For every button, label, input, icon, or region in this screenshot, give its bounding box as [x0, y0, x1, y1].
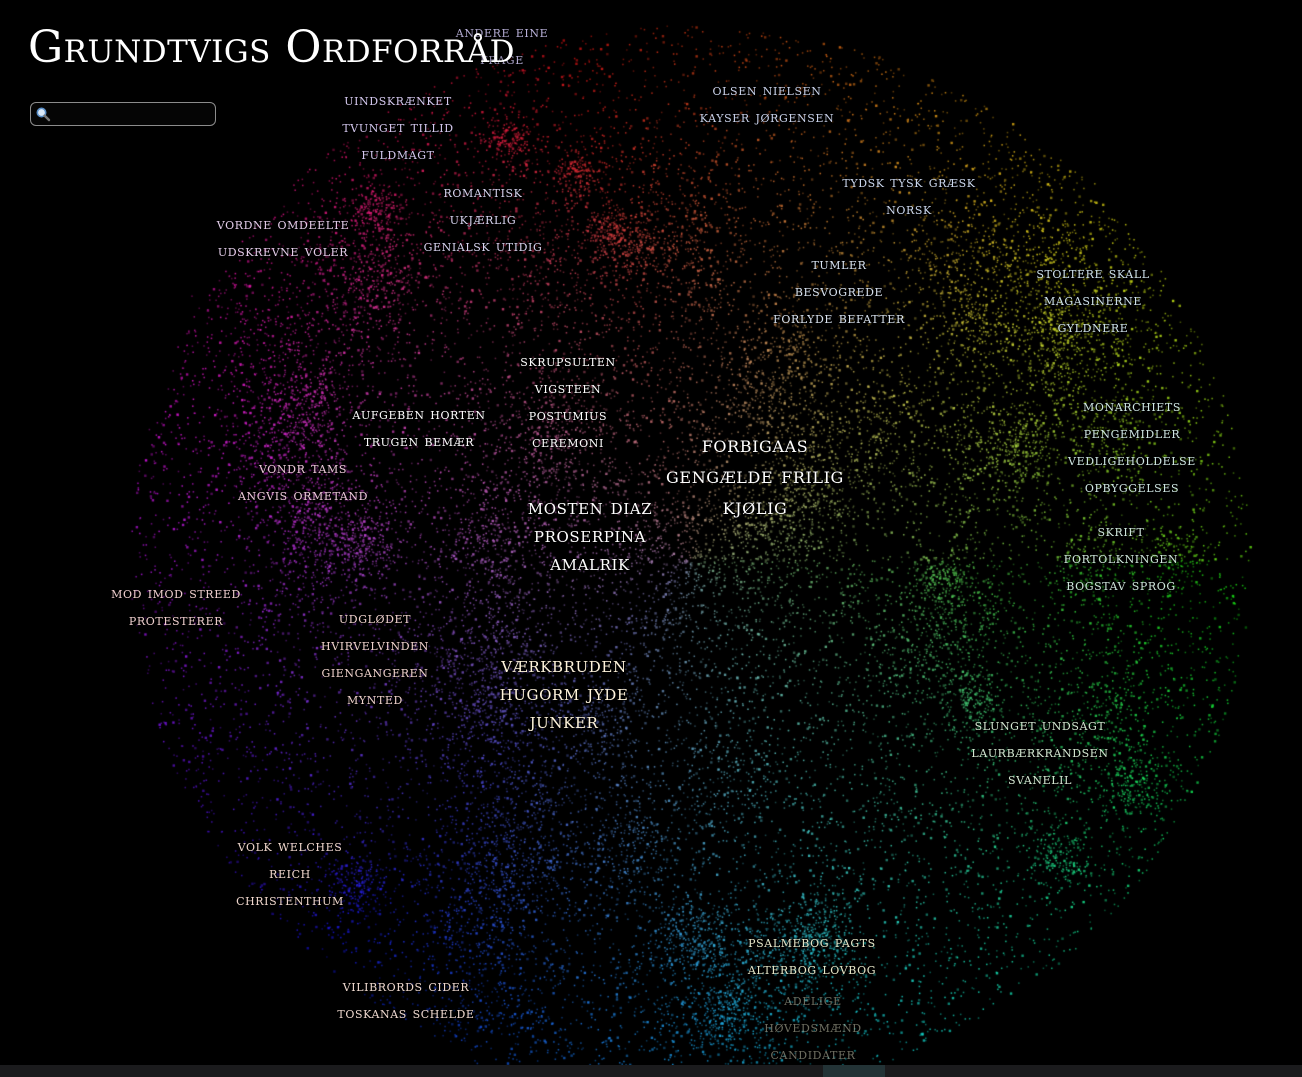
cluster-stoltere[interactable]: STOLTERE SKALL MAGASINERNE GYLDNERE [1036, 259, 1149, 340]
cluster-label: CANDIDATER [770, 1044, 856, 1063]
cluster-label: VONDR TAMS [258, 458, 348, 477]
cluster-romantisk[interactable]: ROMANTISK UKJÆRLIG GENIALSK UTIDIG [424, 178, 543, 259]
cluster-tumler[interactable]: TUMLER BESVOGREDE FORLYDE BEFATTER [773, 250, 905, 331]
cluster-vordne[interactable]: VORDNE OMDEELTE UDSKREVNE VOLER [217, 210, 350, 264]
cluster-volk[interactable]: VOLK WELCHES REICH CHRISTENTHUM [236, 832, 344, 913]
cluster-label: ANGVIS ORMETAND [238, 485, 368, 504]
cluster-label: REICH [269, 863, 311, 882]
cluster-label: VIGSTEEN [534, 378, 602, 397]
cluster-label: SLUNGET UNDSAGT [974, 715, 1106, 734]
cluster-label: HUGORM JYDE [499, 681, 629, 705]
cluster-label: POSTUMIUS [528, 405, 608, 424]
cluster-label: JUNKER [529, 709, 599, 733]
cluster-label: MONARCHIETS [1083, 396, 1181, 415]
cluster-vaerkbruden[interactable]: VÆRKBRUDEN HUGORM JYDE JUNKER [500, 651, 629, 735]
cluster-label: PROTESTERER [128, 610, 224, 629]
cluster-label: FORLYDE BEFATTER [773, 308, 905, 327]
cluster-label: SVANELIL [1007, 769, 1073, 788]
bottom-scrollbar[interactable] [0, 1065, 1302, 1077]
cluster-skrupsulten[interactable]: SKRUPSULTEN VIGSTEEN POSTUMIUS CEREMONI [520, 347, 616, 455]
cluster-label: AUFGEBEN HORTEN [352, 404, 486, 423]
cluster-label: FORBIGAAS [701, 432, 809, 458]
cluster-label: KJØLIG [722, 494, 788, 520]
cluster-label: LAURBÆRKRANDSEN [971, 742, 1109, 761]
cluster-label: ADELIGE [784, 990, 842, 1009]
cluster-label: ALTERBOG LOVBOG [747, 959, 877, 978]
cluster-olsen-nielsen[interactable]: OLSEN NIELSEN KAYSER JØRGENSEN [700, 76, 834, 130]
cluster-label: KAYSER JØRGENSEN [699, 107, 835, 126]
cluster-label: GENGÆLDE FRILIG [666, 463, 844, 489]
cluster-label: BESVOGREDE [794, 281, 884, 300]
cluster-mosten[interactable]: MOSTEN DIAZ PROSERPINA AMALRIK [528, 493, 653, 577]
cluster-tydsk[interactable]: TYDSK TYSK GRÆSK NORSK [842, 168, 975, 222]
cluster-vilibrords[interactable]: VILIBRORDS CIDER TOSKANAS SCHELDE [337, 972, 474, 1026]
cluster-label: TYDSK TYSK GRÆSK [842, 172, 976, 191]
cluster-adelige[interactable]: ADELIGE HØVEDSMÆND CANDIDATER [764, 986, 861, 1067]
cluster-label: SKRIFT [1097, 521, 1145, 540]
cluster-label: VORDNE OMDEELTE [216, 214, 350, 233]
cluster-label: MYNTED [347, 689, 403, 708]
cluster-label: ANDERE EINE [455, 22, 549, 41]
app-title: Grundtvigs Ordforråd [28, 22, 516, 73]
cluster-label: PROSERPINA [533, 523, 647, 547]
cluster-uindskraenket[interactable]: UINDSKRÆNKET TVUNGET TILLID FULDMAGT [342, 86, 453, 167]
cluster-aufgeben[interactable]: AUFGEBEN HORTEN TRUGEN BEMÆR [352, 400, 485, 454]
cluster-label: CHRISTENTHUM [236, 890, 344, 909]
cluster-label: PENGEMIDLER [1083, 423, 1181, 442]
cluster-label: OPBYGGELSES [1084, 477, 1180, 496]
cluster-vondr[interactable]: VONDR TAMS ANGVIS ORMETAND [238, 454, 368, 508]
cluster-label: HVIRVELVINDEN [321, 635, 429, 654]
cluster-label: TOSKANAS SCHELDE [337, 1003, 475, 1022]
cluster-label: ROMANTISK [443, 182, 523, 201]
search-input[interactable] [30, 102, 216, 126]
scrollbar-thumb[interactable] [823, 1065, 885, 1077]
cluster-label: STOLTERE SKALL [1036, 263, 1150, 282]
cluster-monarchiets[interactable]: MONARCHIETS PENGEMIDLER VEDLIGEHOLDELSE … [1068, 392, 1196, 500]
cluster-label: UDSKREVNE VOLER [217, 241, 349, 260]
cluster-label: MOD IMOD STREED [111, 583, 241, 602]
cluster-label: AMALRIK [550, 551, 630, 575]
cluster-udglodet[interactable]: UDGLØDET HVIRVELVINDEN GIENGANGEREN MYNT… [321, 604, 429, 712]
cluster-label: VILIBRORDS CIDER [342, 976, 470, 995]
cluster-andere-eine[interactable]: ANDERE EINE FRAGE [456, 18, 548, 72]
cluster-label: FULDMAGT [361, 144, 435, 163]
cluster-mod-imod[interactable]: MOD IMOD STREED PROTESTERER [111, 579, 241, 633]
cluster-label: MAGASINERNE [1043, 290, 1143, 309]
cluster-label: GYLDNERE [1057, 317, 1129, 336]
cluster-label: OLSEN NIELSEN [712, 80, 822, 99]
cluster-label: HØVEDSMÆND [764, 1017, 862, 1036]
cluster-label: UKJÆRLIG [449, 209, 517, 228]
cluster-label: CEREMONI [532, 432, 604, 451]
cluster-label: SKRUPSULTEN [520, 351, 616, 370]
cluster-forbigaas[interactable]: FORBIGAAS GENGÆLDE FRILIG KJØLIG [666, 430, 844, 523]
cluster-label: NORSK [886, 199, 932, 218]
cluster-label: FRAGE [480, 49, 524, 68]
cluster-label: TVUNGET TILLID [342, 117, 454, 136]
cluster-label: PSALMEBOG PAGTS [748, 932, 876, 951]
cluster-label: VÆRKBRUDEN [501, 653, 627, 677]
cluster-label: GIENGANGEREN [321, 662, 429, 681]
cluster-label: UDGLØDET [338, 608, 412, 627]
cluster-label: VEDLIGEHOLDELSE [1068, 450, 1196, 469]
cluster-psalmebog[interactable]: PSALMEBOG PAGTS ALTERBOG LOVBOG [748, 928, 876, 982]
cluster-label: GENIALSK UTIDIG [423, 236, 543, 255]
cluster-label: MOSTEN DIAZ [527, 495, 653, 519]
cluster-label: TUMLER [811, 254, 867, 273]
cluster-skrift[interactable]: SKRIFT FORTOLKNINGEN BOGSTAV SPROG [1064, 517, 1178, 598]
cluster-label: TRUGEN BEMÆR [363, 431, 475, 450]
cluster-label: BOGSTAV SPROG [1066, 575, 1176, 594]
cluster-label: UINDSKRÆNKET [344, 90, 452, 109]
search-icon [36, 107, 51, 122]
cluster-label: FORTOLKNINGEN [1063, 548, 1179, 567]
search-container [30, 102, 218, 128]
cluster-label: VOLK WELCHES [237, 836, 343, 855]
cluster-slunget[interactable]: SLUNGET UNDSAGT LAURBÆRKRANDSEN SVANELIL [971, 711, 1108, 792]
